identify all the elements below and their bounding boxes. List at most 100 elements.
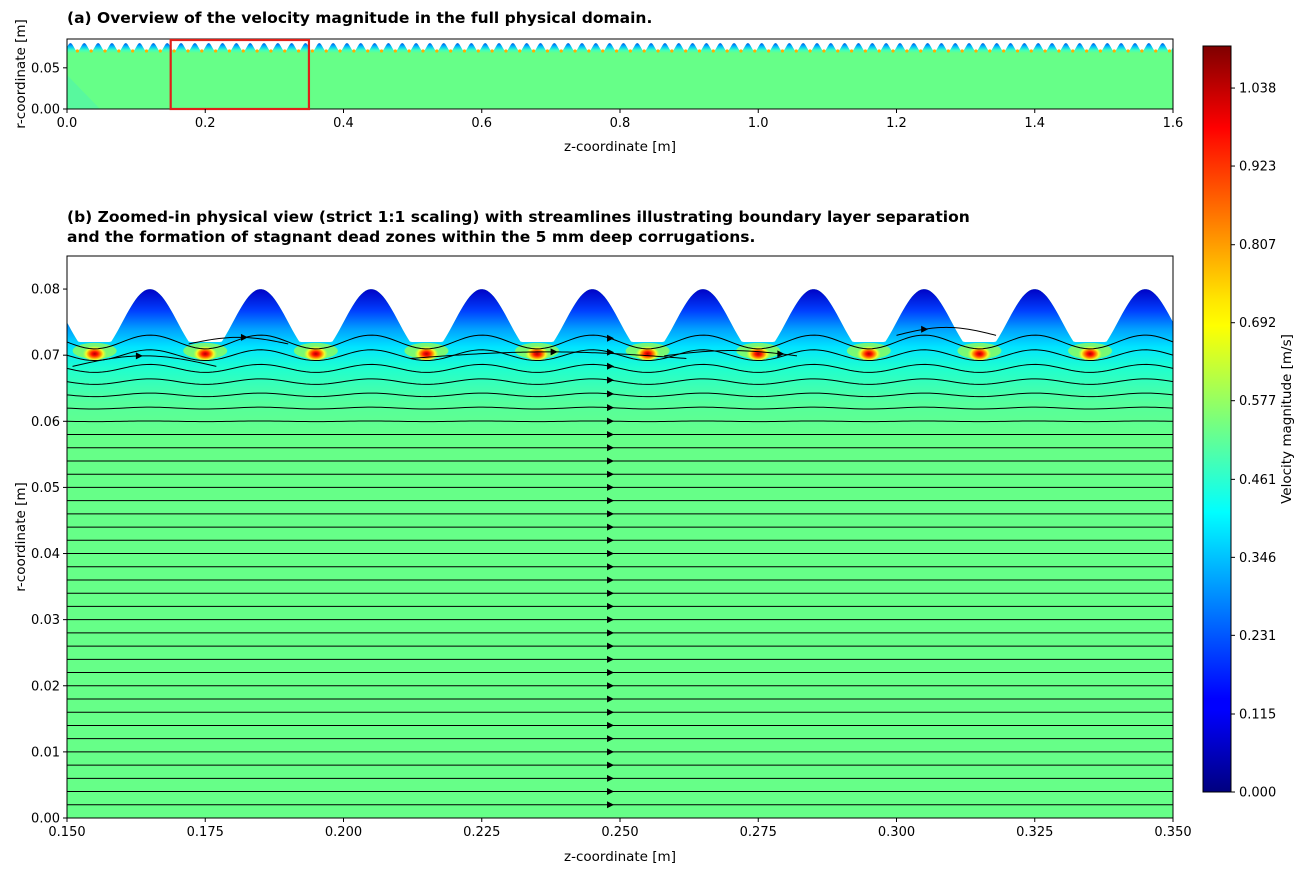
panel-b-streamline-arrow [607, 642, 615, 650]
panel-b-streamline-arrow [550, 348, 558, 356]
colorbar-tick-label: 0.923 [1239, 160, 1276, 175]
panel-a-hotspot [877, 49, 881, 53]
colorbar: 0.000 0.115 0.231 0.346 0.461 0.577 0.692 0.807… [1202, 45, 1295, 801]
panel-b-streamline-arrow [607, 470, 615, 478]
panel-a-hotspot [1043, 49, 1047, 53]
panel-a-hotspot [89, 49, 93, 53]
panel-b-streamline-arrow [607, 457, 615, 465]
panel-b-streamline-arrow [607, 695, 615, 703]
panel-a-hotspot [849, 49, 854, 53]
panel-a-hotspot [531, 49, 536, 53]
panel-a-hotspot [725, 49, 729, 53]
panel-a-hotspot [573, 49, 577, 53]
panel-a-hotspot [103, 49, 107, 53]
panel-a-hotspot [172, 49, 176, 53]
panel-b-streamline-arrow [607, 589, 615, 597]
panel-b-streamline-arrow [607, 629, 615, 637]
panel-b-title-line-2: and the formation of stagnant dead zones… [67, 228, 755, 246]
panel-a-x-tick-label: 1.2 [886, 116, 907, 131]
panel-a-hotspot [808, 49, 812, 53]
panel-a-hotspot [269, 49, 273, 53]
panel-a-x-tick-label: 1.4 [1024, 116, 1045, 131]
panel-b-streamline-arrow [607, 708, 615, 716]
panel-a-hotspot [324, 49, 328, 53]
panel-a-hotspot [117, 49, 121, 53]
panel-a-hotspot [158, 49, 162, 53]
colorbar-label: Velocity magnitude [m/s] [1279, 334, 1295, 504]
panel-b-velocity-hotspot [967, 345, 992, 362]
panel-b-streamline-arrow [607, 404, 615, 412]
panel-a-hotspot [1098, 49, 1103, 53]
panel-a-hotspot [863, 49, 867, 53]
panel-b-streamline-arrow [607, 431, 615, 439]
panel-b-streamline [67, 406, 1173, 410]
panel-a-hotspot [462, 49, 467, 53]
panel-b-y-tick-label: 0.03 [31, 613, 60, 628]
panel-a-x-tick-label: 1.0 [748, 116, 769, 131]
panel-b-streamline-arrow [607, 788, 615, 796]
panel-b-y-tick-label: 0.08 [31, 283, 60, 298]
panel-b-x-tick-label: 0.150 [48, 825, 85, 840]
panel-b-y-tick-label: 0.01 [31, 745, 60, 760]
panel-b-streamline-arrow [607, 444, 615, 452]
panel-a-x-tick-label: 1.6 [1163, 116, 1184, 131]
panel-b-velocity-hotspot [1078, 345, 1103, 362]
panel-b-streamline-arrow [607, 669, 615, 677]
panel-a-hotspot [711, 49, 715, 53]
panel-a-hotspot [352, 49, 356, 53]
panel-a-hotspot [932, 49, 937, 53]
panel-b: (b) Zoomed-in physical view (strict 1:1 … [13, 208, 1192, 865]
panel-a-x-tick-label: 0.6 [471, 116, 492, 131]
panel-b-velocity-hotspot [746, 345, 771, 362]
panel-b-x-tick-label: 0.275 [740, 825, 777, 840]
panel-b-y-tick-label: 0.05 [31, 481, 60, 496]
panel-a-hotspot [255, 49, 259, 53]
panel-a-hotspot [435, 49, 439, 53]
colorbar-tick-label: 0.115 [1239, 708, 1276, 723]
panel-b-streamline-arrow [607, 774, 615, 782]
panel-b-streamline-arrow [135, 352, 143, 360]
panel-b-streamline-arrow [607, 376, 615, 384]
panel-b-title-line-1: (b) Zoomed-in physical view (strict 1:1 … [67, 208, 970, 226]
panel-a-hotspot [1154, 49, 1158, 53]
panel-b-streamline-arrow [607, 483, 615, 491]
panel-b-x-tick-label: 0.200 [325, 825, 362, 840]
panel-b-y-tick-label: 0.02 [31, 679, 60, 694]
panel-a-x-axis-label: z-coordinate [m] [564, 139, 676, 155]
panel-a-hotspot [545, 49, 550, 53]
panel-a-hotspot [697, 49, 702, 53]
panel-b-streamline-arrow [607, 801, 615, 809]
panel-b-streamline-arrow [607, 576, 615, 584]
panel-b-separated-streamline [409, 351, 687, 359]
panel-a-hotspot [960, 49, 964, 53]
panel-b-streamline [67, 420, 1173, 423]
colorbar-tick-label: 0.461 [1239, 473, 1276, 488]
panel-b-streamline-arrow [607, 748, 615, 756]
colorbar-tick-label: 0.807 [1239, 238, 1276, 253]
panel-a-y-tick-label: 0.05 [31, 61, 60, 76]
panel-a-hotspot [518, 49, 522, 53]
panel-b-streamline-arrow [607, 616, 615, 624]
panel-b-streamline [67, 378, 1173, 385]
colorbar-tick-label: 0.000 [1239, 786, 1276, 801]
panel-b-velocity-hotspot [82, 345, 107, 362]
panel-a-hotspot [739, 49, 743, 53]
panel-a-hotspot [214, 49, 218, 53]
panel-b-velocity-hotspot [525, 345, 550, 362]
panel-b-streamline-arrow [607, 721, 615, 729]
panel-a-hotspot [131, 49, 135, 53]
panel-a-hotspot [1015, 49, 1020, 53]
panel-b-streamline [67, 392, 1173, 398]
panel-a-hotspot [974, 49, 978, 53]
panel-b-x-tick-label: 0.350 [1154, 825, 1191, 840]
panel-a-y-tick-label: 0.00 [31, 103, 60, 118]
panel-a-y-axis-label: r-coordinate [m] [13, 19, 29, 129]
panel-a-hotspot [614, 49, 619, 53]
panel-a-hotspot [946, 49, 950, 53]
panel-a-hotspot [587, 49, 591, 53]
colorbar-gradient [1202, 45, 1232, 793]
panel-a-hotspot [449, 49, 453, 53]
panel-a-hotspot [1126, 49, 1130, 53]
panel-b-streamline-arrow [607, 682, 615, 690]
